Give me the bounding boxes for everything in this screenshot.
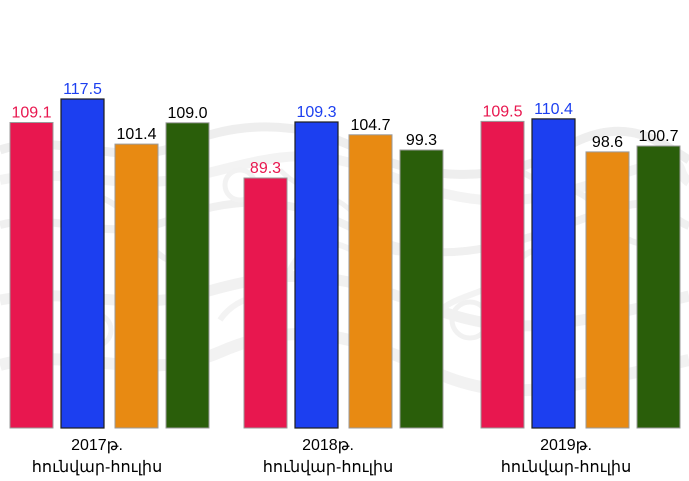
bar-group-1-series-1 (294, 121, 339, 429)
category-label-period-2: հունվար-հուլիս (501, 459, 631, 476)
category-label-period-0: հունվար-հուլիս (32, 459, 162, 476)
bar-group-2-series-3 (636, 145, 681, 429)
category-label-year-2: 2019թ. (540, 437, 592, 454)
value-label-group-1-series-0: 89.3 (250, 160, 281, 177)
value-label-group-1-series-2: 104.7 (350, 117, 390, 134)
category-label-year-0: 2017թ. (71, 437, 123, 454)
bar-group-1-series-0 (243, 177, 288, 429)
value-label-group-1-series-1: 109.3 (296, 104, 336, 121)
bar-group-0-series-3 (165, 122, 210, 429)
bar-group-2-series-1 (531, 118, 576, 429)
bars-layer (9, 98, 681, 429)
category-label-period-1: հունվար-հուլիս (263, 459, 393, 476)
bar-group-0-series-2 (114, 143, 159, 429)
value-label-group-0-series-1: 117.5 (63, 81, 102, 98)
bar-group-1-series-2 (348, 134, 393, 429)
value-labels-layer: 109.1 117.5 101.4 109.0 89.3 109.3 104.7 99.3 10… (11, 81, 678, 177)
bar-group-0-series-1 (60, 98, 105, 429)
value-label-group-0-series-0: 109.1 (11, 105, 51, 122)
bar-group-0-series-0 (9, 122, 54, 429)
value-label-group-2-series-2: 98.6 (592, 134, 623, 151)
value-label-group-1-series-3: 99.3 (406, 132, 437, 149)
category-label-year-1: 2018թ. (302, 437, 354, 454)
value-label-group-0-series-2: 101.4 (116, 126, 156, 143)
bar-group-2-series-2 (585, 151, 630, 429)
value-label-group-0-series-3: 109.0 (167, 105, 207, 122)
value-label-group-2-series-1: 110.4 (534, 101, 573, 118)
bar-group-2-series-0 (480, 120, 525, 429)
category-labels-layer: 2017թ. հունվար-հուլիս 2018թ. հունվար-հուլիս… (32, 437, 631, 476)
bar-group-1-series-3 (399, 149, 444, 429)
value-label-group-2-series-0: 109.5 (482, 103, 522, 120)
value-label-group-2-series-3: 100.7 (638, 128, 678, 145)
